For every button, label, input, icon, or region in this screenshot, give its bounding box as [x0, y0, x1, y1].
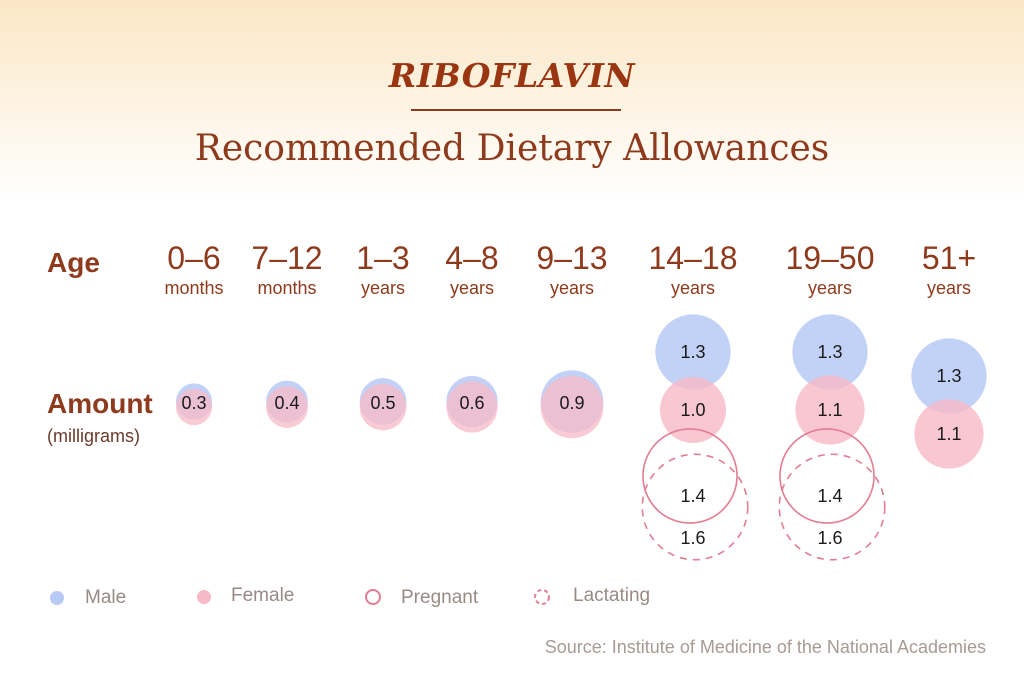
combined-value-label: 0.5	[370, 393, 395, 413]
legend-pregnant-marker	[365, 589, 381, 605]
male-bubble	[911, 338, 987, 414]
chart-title: RIBOFLAVIN	[388, 56, 636, 95]
combined-value-label: 0.4	[274, 393, 299, 413]
legend-female-marker	[197, 590, 211, 604]
male-bubble	[655, 314, 731, 390]
chart-subtitle: Recommended Dietary Allowances	[194, 128, 830, 169]
legend-male-marker	[50, 591, 64, 605]
male-value-label: 1.3	[680, 342, 705, 362]
age-range-label: 14–18	[648, 240, 738, 276]
pregnant-value-label: 1.4	[817, 486, 842, 506]
lactating-value-label: 1.6	[817, 528, 842, 548]
age-unit-label: months	[164, 278, 224, 298]
female-bubble	[540, 375, 604, 439]
age-unit-label: years	[360, 278, 405, 298]
female-bubble	[795, 375, 865, 445]
age-unit-label: years	[549, 278, 594, 298]
age-range-label: 9–13	[536, 240, 608, 276]
source-note: Source: Institute of Medicine of the Nat…	[544, 637, 986, 657]
female-bubble	[359, 383, 407, 431]
age-row-label: Age	[47, 247, 100, 278]
age-unit-label: years	[449, 278, 494, 298]
combined-value-label: 0.9	[559, 393, 584, 413]
age-range-label: 1–3	[356, 240, 410, 276]
male-bubble	[792, 314, 868, 390]
female-bubble	[914, 399, 984, 469]
amount-unit-label: (milligrams)	[47, 426, 140, 446]
lactating-ring	[778, 453, 886, 561]
age-unit-label: months	[257, 278, 317, 298]
legend-male-label: Male	[85, 587, 127, 608]
combined-value-label: 0.6	[459, 393, 484, 413]
legend-lactating-label: Lactating	[573, 585, 651, 606]
lactating-value-label: 1.6	[680, 528, 705, 548]
male-value-label: 1.3	[936, 366, 961, 386]
age-unit-label: years	[926, 278, 971, 298]
combined-value-label: 0.3	[181, 393, 206, 413]
age-range-label: 4–8	[445, 240, 499, 276]
age-range-label: 19–50	[785, 240, 875, 276]
legend-lactating-marker	[534, 589, 550, 605]
age-unit-label: years	[807, 278, 852, 298]
lactating-ring	[641, 453, 749, 561]
legend-markers	[50, 589, 550, 605]
age-range-label: 0–6	[167, 240, 221, 276]
female-value-label: 1.0	[680, 400, 705, 420]
age-range-label: 51+	[921, 240, 977, 276]
age-range-label: 7–12	[251, 240, 323, 276]
title-divider	[411, 109, 621, 111]
female-value-label: 1.1	[817, 400, 842, 420]
male-value-label: 1.3	[817, 342, 842, 362]
female-bubble	[266, 386, 308, 428]
amount-row-label: Amount	[47, 388, 153, 419]
legend-female-label: Female	[231, 585, 295, 606]
female-bubble	[175, 388, 213, 426]
female-bubble	[660, 377, 726, 443]
female-bubble	[446, 381, 498, 433]
female-value-label: 1.1	[936, 424, 961, 444]
pregnant-ring	[779, 428, 875, 524]
legend-pregnant-label: Pregnant	[401, 587, 479, 608]
pregnant-ring	[642, 428, 738, 524]
age-unit-label: years	[670, 278, 715, 298]
pregnant-value-label: 1.4	[680, 486, 705, 506]
